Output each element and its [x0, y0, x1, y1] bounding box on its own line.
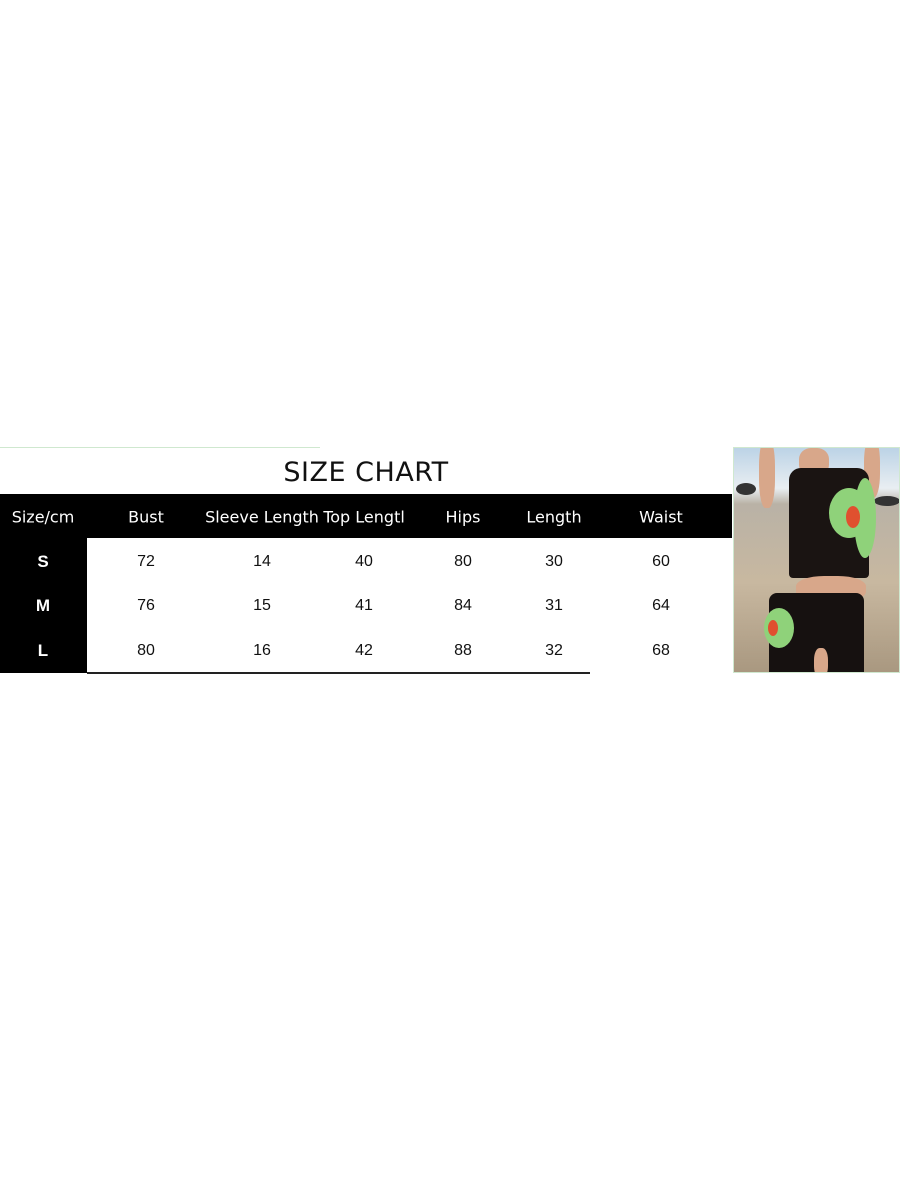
table-cell: 15 — [253, 597, 271, 614]
divider — [87, 672, 590, 674]
table-cell: 68 — [652, 642, 670, 659]
column-header: Sleeve Length — [205, 507, 319, 527]
table-cell: 14 — [253, 553, 271, 570]
column-header: Waist — [639, 507, 683, 527]
table-cell: 88 — [454, 642, 472, 659]
table-cell: 76 — [137, 597, 155, 614]
column-header: Bust — [128, 507, 164, 527]
size-label: M — [35, 596, 51, 615]
table-cell: 84 — [454, 597, 472, 614]
table-cell: 41 — [355, 597, 373, 614]
table-cell: 72 — [137, 553, 155, 570]
table-cell: 31 — [545, 597, 563, 614]
table-cell: 80 — [454, 553, 472, 570]
page-title: SIZE CHART — [283, 457, 449, 488]
table-cell: 80 — [137, 642, 155, 659]
size-label: S — [37, 552, 49, 571]
column-header: Length — [526, 507, 582, 527]
table-cell: 60 — [652, 553, 670, 570]
table-cell: 42 — [355, 642, 373, 659]
table-header — [0, 494, 732, 538]
table-cell: 32 — [545, 642, 563, 659]
table-cell: 64 — [652, 597, 670, 614]
product-photo — [733, 447, 900, 673]
table-cell: 30 — [545, 553, 563, 570]
table-cell: 40 — [355, 553, 373, 570]
column-header: Top Lengtl — [323, 507, 405, 527]
size-column — [0, 538, 87, 673]
size-label: L — [37, 641, 49, 660]
table-cell: 16 — [253, 642, 271, 659]
divider — [0, 447, 320, 448]
column-header: Size/cm — [11, 507, 75, 527]
column-header: Hips — [445, 507, 481, 527]
